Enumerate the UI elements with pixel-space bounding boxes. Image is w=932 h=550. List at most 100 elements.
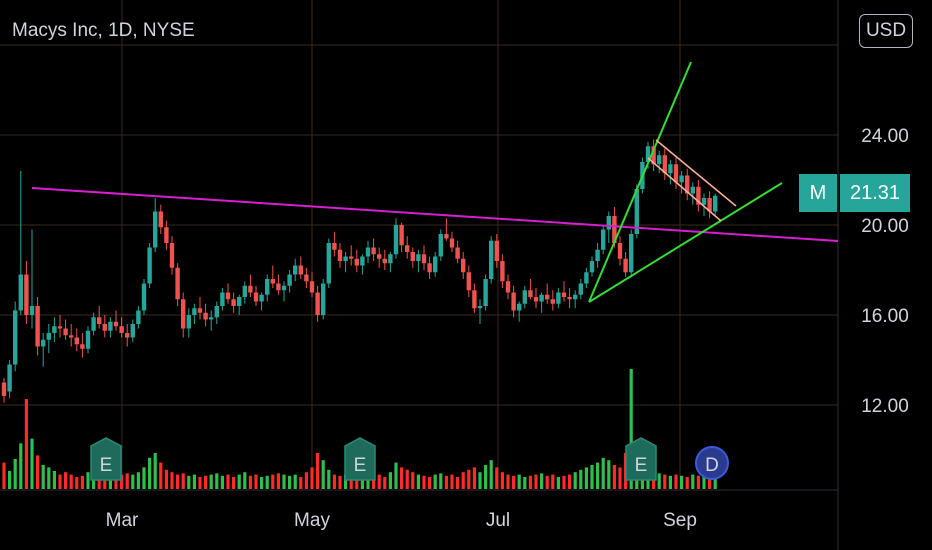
candle-body [623,258,628,273]
y-tick-label: 24.00 [861,126,909,147]
candle-body [136,310,141,324]
candle-body [337,249,343,261]
candle-body [449,238,455,248]
candle-body [668,164,673,174]
volume-bar [540,473,544,489]
candle-body [371,247,376,255]
candle-body [1,382,7,396]
candle-body [304,274,309,282]
candle-body [130,324,135,338]
volume-bar [24,399,28,489]
volume-bar [556,477,560,489]
candle-body [181,299,186,329]
candle-body [147,247,152,284]
candle-body [483,279,488,306]
candle-body [349,256,354,259]
candle-body [713,195,718,212]
candle-body [517,303,522,311]
volume-bar [52,471,56,489]
volume-bar [685,477,689,489]
candle-body [539,294,544,302]
candle-body [85,330,91,349]
volume-bar [545,475,549,489]
candles [1,139,718,403]
currency-button[interactable]: USD [859,14,913,48]
candle-body [365,247,371,257]
volume-bar [674,474,678,489]
candle-body [466,272,471,291]
volume-bar [461,472,465,489]
candle-body [276,283,281,291]
candle-body [584,272,589,284]
volume-bar [103,475,107,489]
x-tick-label: May [294,510,330,531]
volume-bar [2,462,6,489]
candle-body [696,186,701,205]
candle-body [382,258,387,264]
volume-bar [80,475,84,489]
volume-bar [349,477,353,489]
volume-bar [142,467,146,489]
candle-body [164,227,169,243]
volume-bar [254,474,258,489]
candle-body [701,198,707,205]
candle-body [259,294,264,302]
volume-bar [416,474,420,489]
candle-body [141,283,147,311]
candle-body [657,155,662,165]
volume-bar [136,472,140,489]
candle-body [113,321,119,327]
volume-bar [13,459,17,489]
candle-body [169,243,175,268]
candle-body [209,317,214,320]
candle-body [617,243,623,259]
volume-bar [293,474,297,489]
trendlines [31,61,839,303]
volume-bar [372,475,376,489]
volume-bar [327,469,331,489]
volume-bar [170,472,174,489]
volume-bar [657,473,661,489]
candle-body [41,339,46,347]
candle-body [102,324,107,331]
volume-bar [377,474,381,489]
candle-body [533,297,539,302]
dividend-marker [695,446,729,480]
volume-bar [164,469,168,489]
candle-body [472,290,477,309]
volume-bar [344,474,348,489]
candle-body [360,256,365,266]
candle-body [606,216,611,230]
candle-body [231,299,236,306]
candle-body [685,175,690,194]
volume-bar [506,474,510,489]
volume-bar [568,474,572,489]
volume-bar [433,474,437,489]
volume-bar [159,462,163,489]
volume-bar [310,467,314,489]
y-tick-label: 12.00 [861,396,909,417]
volume-bar [125,473,129,489]
flag-upper-line [655,139,737,207]
candle-body [192,308,197,315]
volume-bar [523,477,527,489]
volume-bar [304,472,308,489]
event-marker-label: E [635,455,648,476]
candle-body [673,164,679,183]
candle-body [500,261,505,282]
candle-body [388,254,393,264]
volume-bar [204,475,208,489]
volume-bars [2,369,717,489]
candle-body [444,234,449,239]
lower-channel-line [588,182,783,303]
candle-body [197,308,203,313]
candle-body [214,306,219,318]
candle-body [293,265,298,275]
candle-body [567,297,572,300]
volume-bar [495,467,499,489]
y-axis: 12.00 16.00 20.00 24.00 [861,126,909,417]
earnings-marker [625,437,657,481]
